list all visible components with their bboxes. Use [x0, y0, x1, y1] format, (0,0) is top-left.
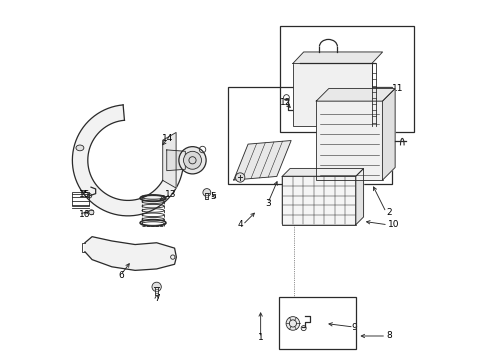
Circle shape: [179, 147, 206, 174]
Text: 14: 14: [162, 134, 173, 143]
Text: 6: 6: [118, 270, 123, 279]
Ellipse shape: [76, 145, 83, 151]
Circle shape: [89, 210, 94, 215]
Polygon shape: [382, 89, 394, 180]
Text: 4: 4: [237, 220, 242, 229]
Text: 13: 13: [165, 190, 176, 199]
Circle shape: [152, 282, 161, 292]
Text: 9: 9: [350, 323, 356, 332]
Text: 12: 12: [280, 98, 291, 107]
Text: 16: 16: [79, 210, 90, 219]
Polygon shape: [233, 140, 290, 180]
Bar: [282, 176, 355, 225]
Circle shape: [183, 151, 201, 169]
Bar: [228, 87, 391, 184]
Text: 5: 5: [210, 192, 215, 201]
Text: 15: 15: [79, 190, 90, 199]
Text: 10: 10: [387, 220, 399, 229]
Text: 2: 2: [386, 208, 391, 217]
Text: 7: 7: [153, 294, 159, 303]
Bar: [205, 193, 208, 199]
Polygon shape: [355, 168, 363, 225]
Polygon shape: [163, 132, 176, 188]
Polygon shape: [85, 237, 176, 270]
Text: 3: 3: [264, 199, 270, 208]
Polygon shape: [72, 105, 183, 216]
Bar: [155, 287, 158, 296]
Text: 8: 8: [386, 332, 391, 341]
Polygon shape: [316, 89, 394, 101]
Bar: [142, 195, 164, 226]
Circle shape: [285, 317, 299, 330]
Polygon shape: [292, 52, 382, 63]
Bar: [72, 192, 88, 206]
Bar: [279, 26, 413, 132]
Circle shape: [235, 173, 244, 182]
Text: 11: 11: [391, 84, 402, 93]
Polygon shape: [166, 150, 185, 171]
Bar: [316, 101, 382, 180]
Bar: [292, 63, 371, 126]
Circle shape: [203, 189, 210, 197]
Text: 1: 1: [257, 333, 263, 342]
Polygon shape: [282, 168, 363, 176]
Bar: [278, 297, 355, 348]
